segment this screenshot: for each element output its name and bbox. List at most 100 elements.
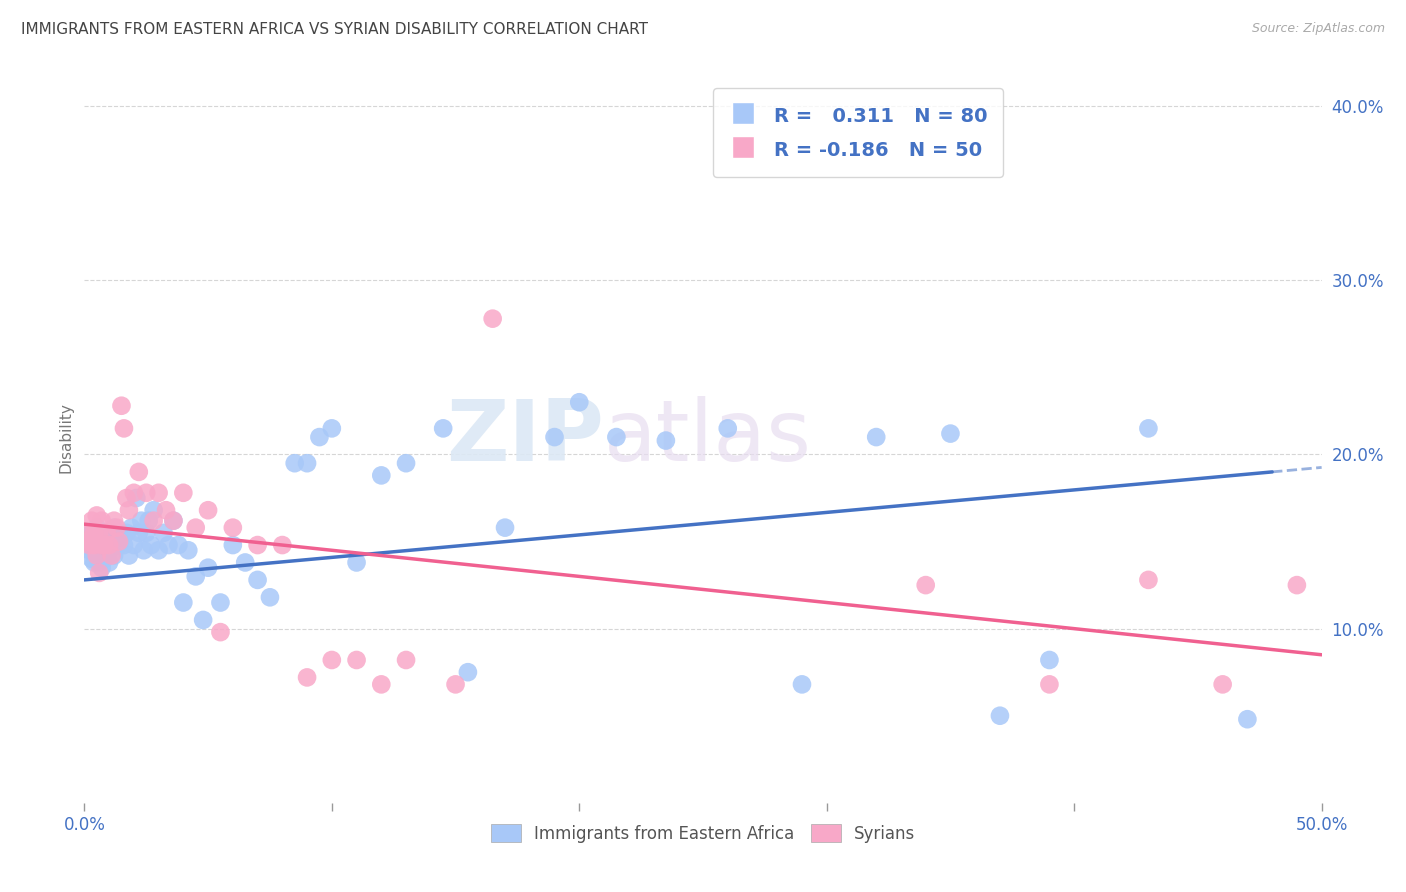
Point [295,456,318,470]
Point [222,521,245,535]
Point [110,531,132,545]
Point [118,503,141,517]
Point [1285,578,1308,592]
Point [432,421,454,435]
Point [120,521,142,535]
Point [105,525,128,540]
Point [184,569,207,583]
Point [83,556,105,570]
Point [90,538,112,552]
Point [115,491,138,505]
Point [370,677,392,691]
Point [271,538,294,552]
Point [93,538,115,552]
Point [86,549,108,563]
Point [494,521,516,535]
Point [191,613,214,627]
Point [177,543,200,558]
Point [162,514,184,528]
Point [209,595,232,609]
Point [129,514,152,528]
Point [346,653,368,667]
Point [76,525,98,540]
Point [98,538,121,552]
Point [197,503,219,517]
Point [655,434,678,448]
Point [93,552,115,566]
Point [86,534,108,549]
Point [988,708,1011,723]
Point [457,665,479,680]
Point [1038,653,1060,667]
Point [80,514,103,528]
Point [184,521,207,535]
Point [96,549,118,563]
Text: atlas: atlas [605,395,813,479]
Point [865,430,887,444]
Point [197,560,219,574]
Point [1137,573,1160,587]
Text: ZIP: ZIP [446,395,605,479]
Point [122,538,145,552]
Point [90,560,112,574]
Point [246,573,269,587]
Point [172,595,194,609]
Point [284,456,307,470]
Point [80,531,103,545]
Point [222,538,245,552]
Point [1137,421,1160,435]
Point [568,395,591,409]
Text: Source: ZipAtlas.com: Source: ZipAtlas.com [1251,22,1385,36]
Point [79,534,101,549]
Point [162,514,184,528]
Point [308,430,330,444]
Point [321,653,343,667]
Point [79,525,101,540]
Point [135,525,157,540]
Point [246,538,269,552]
Point [125,491,148,505]
Point [148,485,170,500]
Point [346,556,368,570]
Point [93,538,115,552]
Point [83,538,105,552]
Point [939,426,962,441]
Point [1212,677,1234,691]
Point [86,547,108,561]
Point [209,625,232,640]
Point [132,543,155,558]
Point [1038,677,1060,691]
Point [395,456,418,470]
Point [122,485,145,500]
Point [321,421,343,435]
Point [90,514,112,528]
Point [138,514,160,528]
Point [76,534,98,549]
Point [717,421,740,435]
Point [80,538,103,552]
Point [395,653,418,667]
Point [80,525,103,540]
Point [98,543,121,558]
Point [80,552,103,566]
Point [108,538,131,552]
Point [90,531,112,545]
Point [157,538,180,552]
Point [233,556,256,570]
Point [295,670,318,684]
Point [90,543,112,558]
Point [914,578,936,592]
Point [79,543,101,558]
Point [128,525,150,540]
Legend: Immigrants from Eastern Africa, Syrians: Immigrants from Eastern Africa, Syrians [484,818,922,849]
Point [128,465,150,479]
Point [605,430,627,444]
Point [96,525,118,540]
Text: IMMIGRANTS FROM EASTERN AFRICA VS SYRIAN DISABILITY CORRELATION CHART: IMMIGRANTS FROM EASTERN AFRICA VS SYRIAN… [21,22,648,37]
Point [481,311,503,326]
Point [83,543,105,558]
Point [790,677,813,691]
Point [172,485,194,500]
Point [148,543,170,558]
Point [135,485,157,500]
